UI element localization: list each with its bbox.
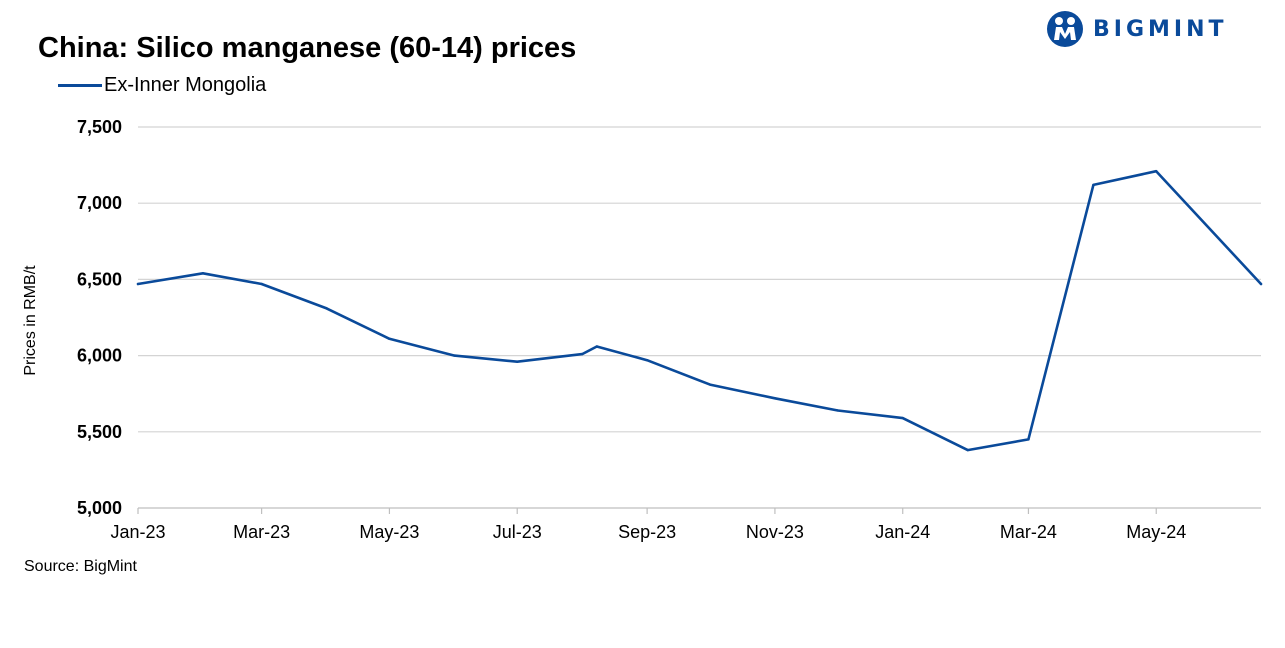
data-point (966, 448, 969, 452)
source-note: Source: BigMint (24, 558, 137, 575)
data-point (836, 409, 839, 412)
x-tick-label: May-23 (359, 522, 419, 542)
data-point (1155, 169, 1158, 173)
bigmint-logo: BIGMINT (1045, 10, 1228, 48)
x-tick-label: Jan-23 (110, 522, 165, 542)
data-point (595, 345, 599, 348)
data-point (136, 282, 140, 286)
x-tick-label: Mar-24 (1000, 522, 1057, 542)
data-point (901, 416, 904, 420)
data-point (516, 360, 519, 363)
data-point (201, 272, 205, 275)
data-point (645, 358, 649, 362)
x-tick-label: May-24 (1126, 522, 1186, 542)
chart-title: China: Silico manganese (60-14) prices (38, 32, 577, 64)
data-point (1092, 183, 1095, 187)
bigmint-logo-icon (1047, 11, 1083, 47)
y-tick-label: 6,500 (77, 269, 122, 289)
x-tick-label: Jan-24 (875, 522, 930, 542)
data-point (388, 337, 391, 341)
y-tick-label: 5,000 (77, 498, 122, 518)
data-point (453, 354, 456, 357)
data-point (260, 282, 263, 286)
legend-swatch-ex-inner-mongolia (58, 84, 102, 87)
y-tick-label: 6,000 (77, 346, 122, 366)
x-tick-label: Sep-23 (618, 522, 676, 542)
data-point (325, 307, 328, 310)
x-tick-label: Mar-23 (233, 522, 290, 542)
y-tick-label: 5,500 (77, 422, 122, 442)
data-point (773, 397, 777, 400)
x-tick-label: Nov-23 (746, 522, 804, 542)
data-point (1027, 438, 1030, 441)
chart-legend: Ex-Inner Mongolia (58, 74, 266, 97)
legend-label-ex-inner-mongolia: Ex-Inner Mongolia (104, 74, 267, 96)
series-line-ex-inner-mongolia (136, 169, 1263, 452)
bigmint-logo-text: BIGMINT (1093, 16, 1228, 42)
data-point (580, 352, 584, 356)
y-tick-label: 7,500 (77, 117, 122, 137)
data-point (1259, 282, 1263, 286)
y-tick-label: 7,000 (77, 193, 122, 213)
x-tick-label: Jul-23 (493, 522, 542, 542)
y-axis-title: Prices in RMB/t (22, 265, 39, 376)
data-point (708, 383, 712, 386)
